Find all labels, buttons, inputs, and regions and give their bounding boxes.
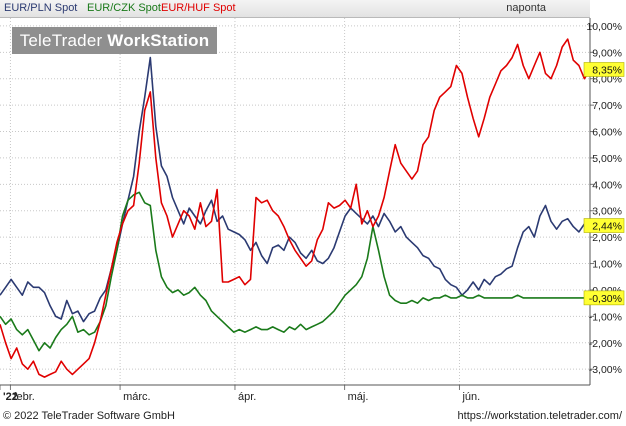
last-value-label: -0,30%	[589, 293, 622, 305]
series-line-eur-czk-spot	[0, 191, 590, 352]
plot-background	[0, 17, 590, 394]
y-tick-label: 10,00%	[586, 21, 622, 33]
teletrader-logo: TeleTrader WorkStation	[12, 27, 217, 54]
series-line-eur-pln-spot	[0, 56, 591, 323]
y-tick-label: 1,00%	[592, 259, 622, 271]
y-tick-label: 6,00%	[592, 127, 622, 139]
y-tick-label: 9,00%	[592, 47, 622, 59]
x-tick-label: márc.	[123, 391, 151, 403]
period-label[interactable]: naponta	[506, 2, 546, 14]
series-line-eur-huf-spot	[0, 38, 591, 378]
y-tick-label: 5,00%	[592, 153, 622, 165]
legend-bar: EUR/PLN Spot EUR/CZK Spot EUR/HUF Spot n…	[0, 0, 590, 18]
y-tick-label: -2,00%	[589, 338, 622, 350]
y-tick-label: 3,00%	[592, 206, 622, 218]
last-value-labels: 2,44% -0,30% 8,35%	[583, 62, 625, 306]
legend-item-eur-huf[interactable]: EUR/HUF Spot	[161, 2, 236, 14]
x-tick-label: '22	[3, 391, 18, 403]
legend-item-eur-czk[interactable]: EUR/CZK Spot	[87, 2, 161, 14]
last-value-badge	[583, 62, 625, 77]
source-url[interactable]: https://workstation.teletrader.com/	[457, 410, 622, 422]
axes	[0, 18, 594, 390]
y-tick-label: 2,00%	[592, 232, 622, 244]
x-tick-label: ápr.	[238, 391, 256, 403]
x-tick-label: febr.	[13, 391, 34, 403]
logo-text-2: WorkStation	[107, 31, 210, 50]
y-tick-label: 7,00%	[592, 100, 622, 112]
series-lines	[0, 38, 591, 378]
y-tick-label: -1,00%	[589, 311, 622, 323]
last-value-label: 2,44%	[592, 221, 622, 233]
last-value-label: 8,35%	[592, 64, 622, 76]
logo-text-1: TeleTrader	[19, 31, 103, 50]
last-value-badge	[583, 290, 625, 306]
y-tick-label: 4,00%	[592, 179, 622, 191]
legend-item-eur-pln[interactable]: EUR/PLN Spot	[4, 2, 78, 14]
y-tick-label: -3,00%	[589, 364, 622, 376]
copyright-text: © 2022 TeleTrader Software GmbH	[3, 410, 175, 422]
x-tick-label: jún.	[461, 391, 480, 403]
grid	[0, 18, 590, 385]
x-tick-label: máj.	[348, 391, 369, 403]
y-axis-labels: 10,00%9,00%8,00%7,00%6,00%5,00%4,00%3,00…	[586, 21, 622, 376]
last-value-badge	[583, 218, 625, 233]
